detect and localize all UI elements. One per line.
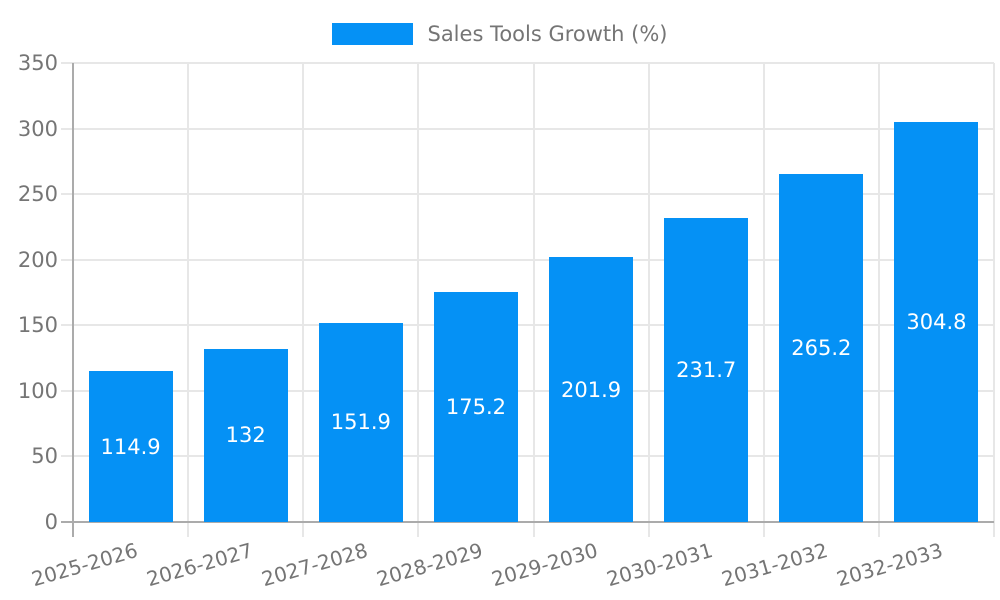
bar-value-label: 201.9 (561, 377, 622, 402)
y-tick-label: 0 (44, 510, 58, 534)
bar[interactable] (549, 257, 634, 522)
x-gridline (762, 63, 765, 537)
x-gridline (187, 63, 190, 537)
bar-value-label: 114.9 (100, 434, 161, 459)
y-gridline (61, 62, 994, 64)
y-tick-label: 350 (17, 51, 58, 75)
bar[interactable] (433, 292, 518, 522)
bar-value-label: 265.2 (791, 336, 852, 361)
bar[interactable] (894, 122, 979, 522)
y-gridline (61, 389, 994, 392)
legend-swatch (332, 23, 414, 45)
y-gridline (61, 127, 994, 130)
x-gridline (532, 63, 535, 537)
y-tick-label: 50 (31, 444, 58, 469)
y-tick-label: 300 (17, 116, 58, 141)
bar-value-label: 304.8 (906, 310, 967, 335)
y-gridline (61, 455, 994, 458)
y-gridline (61, 324, 994, 327)
x-gridline (302, 63, 305, 537)
bar[interactable] (318, 322, 403, 522)
bar-value-label: 231.7 (676, 358, 737, 383)
bar-value-label: 175.2 (445, 395, 506, 420)
legend-label: Sales Tools Growth (%) (427, 22, 668, 46)
y-gridline (61, 258, 994, 261)
x-gridline (877, 63, 880, 537)
bar[interactable] (203, 348, 288, 522)
y-tick-label: 150 (17, 313, 58, 338)
y-gridline (61, 193, 994, 196)
bar[interactable] (779, 174, 864, 522)
y-tick-label: 200 (17, 247, 58, 272)
x-gridline (417, 63, 420, 537)
y-axis-line (72, 63, 74, 537)
bar[interactable] (664, 218, 749, 522)
x-gridline (647, 63, 650, 537)
bar[interactable] (88, 371, 173, 522)
bar-value-label: 132 (225, 423, 266, 448)
y-tick-label: 250 (17, 182, 58, 207)
chart-legend: Sales Tools Growth (%) (0, 22, 1000, 46)
x-gridline (993, 63, 995, 537)
y-tick-label: 100 (17, 378, 58, 403)
x-axis-line (61, 521, 994, 523)
bar-value-label: 151.9 (330, 410, 391, 435)
